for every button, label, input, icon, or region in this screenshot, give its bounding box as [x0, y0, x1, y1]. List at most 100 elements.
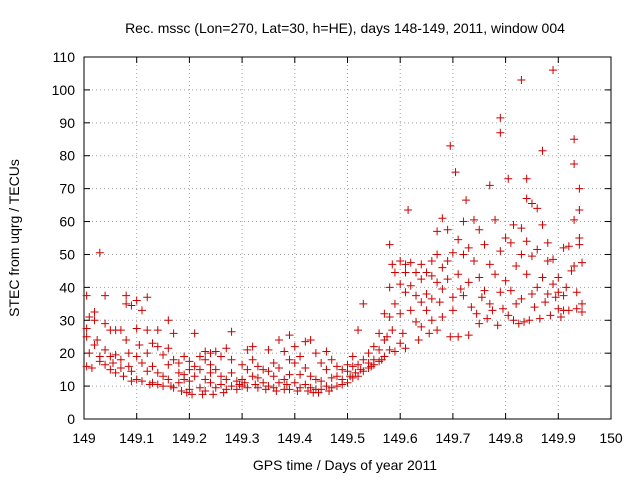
data-point	[248, 342, 257, 351]
y-tick-label: 10	[59, 378, 75, 394]
data-point	[401, 288, 410, 297]
data-point	[570, 159, 579, 168]
data-point	[354, 326, 363, 335]
data-point	[475, 319, 484, 328]
x-tick-label: 149.4	[277, 430, 312, 446]
data-point	[227, 355, 236, 364]
data-point	[211, 383, 220, 392]
data-point	[422, 306, 431, 315]
data-point	[433, 278, 442, 287]
data-point	[448, 248, 457, 257]
data-point	[164, 344, 173, 353]
data-point	[433, 326, 442, 335]
data-point	[496, 113, 505, 122]
data-point	[433, 227, 442, 236]
data-point	[517, 250, 526, 259]
data-point	[390, 347, 399, 356]
data-point	[406, 306, 415, 315]
data-point	[211, 347, 220, 356]
data-point	[454, 332, 463, 341]
data-point	[554, 273, 563, 282]
data-point	[306, 372, 315, 381]
data-point	[506, 238, 515, 247]
data-point	[359, 367, 368, 376]
data-point	[101, 360, 110, 369]
data-point	[174, 378, 183, 387]
data-point	[567, 266, 576, 275]
data-point	[396, 280, 405, 289]
data-point	[570, 215, 579, 224]
data-point	[501, 276, 510, 285]
data-point	[285, 355, 294, 364]
data-point	[543, 238, 552, 247]
data-point	[485, 299, 494, 308]
data-point	[448, 293, 457, 302]
data-point	[274, 378, 283, 387]
data-point	[201, 387, 210, 396]
data-point	[446, 332, 455, 341]
data-point	[543, 289, 552, 298]
x-tick-label: 149.2	[172, 430, 207, 446]
data-point	[469, 257, 478, 266]
data-point	[317, 359, 326, 368]
data-point	[290, 342, 299, 351]
data-point	[412, 317, 421, 326]
data-point	[137, 306, 146, 315]
data-point	[240, 378, 249, 387]
data-point	[538, 273, 547, 282]
data-point	[522, 194, 531, 203]
axis-ticks: 0 10 20 30 40 50 60 70 80 90 100 110 149 149.1 149.2 14…	[52, 49, 623, 446]
data-point	[280, 347, 289, 356]
data-point	[95, 357, 104, 366]
data-point	[232, 385, 241, 394]
data-point	[464, 243, 473, 252]
data-point	[195, 365, 204, 374]
data-point	[185, 365, 194, 374]
data-point	[396, 309, 405, 318]
data-point	[90, 316, 99, 325]
data-point	[322, 365, 331, 374]
data-point	[517, 76, 526, 85]
data-point	[417, 298, 426, 307]
data-point	[401, 260, 410, 269]
data-points	[82, 66, 587, 399]
data-point	[306, 383, 315, 392]
data-point	[222, 344, 231, 353]
data-point	[417, 275, 426, 284]
data-point	[488, 306, 497, 315]
data-point	[438, 285, 447, 294]
data-point	[327, 355, 336, 364]
data-point	[264, 367, 273, 376]
data-point	[369, 360, 378, 369]
y-tick-label: 20	[59, 345, 75, 361]
data-point	[512, 299, 521, 308]
data-point	[143, 367, 152, 376]
data-point	[480, 286, 489, 295]
data-point	[543, 257, 552, 266]
data-point	[180, 352, 189, 361]
x-tick-label: 149.7	[435, 430, 470, 446]
data-point	[390, 299, 399, 308]
data-point	[122, 336, 131, 345]
data-point	[174, 368, 183, 377]
data-point	[435, 298, 444, 307]
data-point	[177, 387, 186, 396]
data-point	[264, 382, 273, 391]
data-point	[111, 350, 120, 359]
data-point	[443, 275, 452, 284]
data-point	[570, 261, 579, 270]
x-tick-label: 149.6	[383, 430, 418, 446]
data-point	[137, 359, 146, 368]
data-point	[108, 359, 117, 368]
data-point	[206, 349, 215, 358]
data-point	[527, 252, 536, 261]
data-point	[554, 288, 563, 297]
data-point	[185, 385, 194, 394]
data-point	[385, 345, 394, 354]
data-point	[338, 380, 347, 389]
data-point	[438, 312, 447, 321]
data-point	[383, 332, 392, 341]
data-point	[272, 387, 281, 396]
y-tick-label: 60	[59, 214, 75, 230]
data-point	[148, 378, 157, 387]
